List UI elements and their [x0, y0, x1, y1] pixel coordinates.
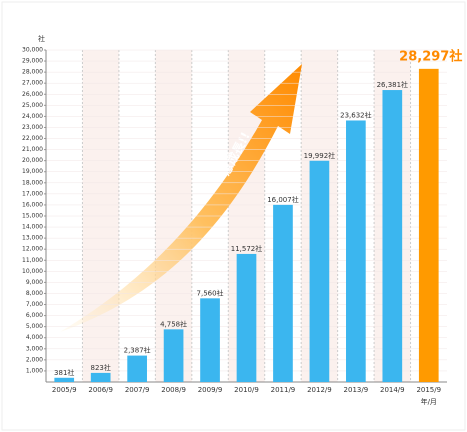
bar [346, 120, 366, 382]
y-tick-label: 5,000 [26, 323, 43, 330]
bar [163, 329, 184, 382]
value-label: 823社 [90, 363, 110, 372]
y-tick-label: 14,000 [22, 224, 43, 231]
y-tick-label: 28,000 [22, 69, 43, 76]
y-tick-label: 27,000 [22, 80, 43, 87]
x-tick-label: 2005/9 [52, 386, 77, 394]
value-label: 23,632社 [340, 110, 372, 119]
y-tick-label: 25,000 [22, 102, 43, 109]
value-label: 11,572社 [231, 244, 263, 253]
bar [90, 372, 111, 382]
x-tick-label: 2010/9 [234, 386, 259, 394]
x-tick-label: 2012/9 [307, 386, 332, 394]
y-tick-label: 3,000 [26, 345, 43, 352]
bar [418, 68, 439, 383]
y-tick-label: 12,000 [22, 246, 43, 253]
bar [127, 355, 147, 382]
x-tick-label: 2006/9 [88, 386, 113, 394]
growth-arrow [60, 64, 302, 332]
y-tick-label: 17,000 [22, 190, 43, 197]
y-tick-label: 26,000 [22, 91, 43, 98]
bar [200, 298, 220, 382]
x-tick-label: 2015/9 [416, 386, 441, 394]
value-label: 19,992社 [304, 151, 336, 160]
y-unit: 社 [38, 34, 45, 43]
value-label: 28,297社 [399, 48, 462, 64]
y-tick-label: 2,000 [26, 356, 43, 363]
bar [273, 204, 293, 382]
value-label: 381社 [54, 368, 74, 377]
y-tick-label: 21,000 [22, 146, 43, 153]
x-unit: 年/月 [421, 397, 437, 406]
bar [236, 253, 257, 382]
x-tick-label: 2014/9 [380, 386, 405, 394]
x-tick-label: 2009/9 [198, 386, 223, 394]
y-tick-label: 7,000 [26, 301, 43, 308]
y-tick-label: 22,000 [22, 135, 43, 142]
x-tick-label: 2011/9 [271, 386, 296, 394]
y-tick-label: 9,000 [26, 279, 43, 286]
y-tick-label: 30,000 [22, 47, 43, 54]
bar [309, 160, 330, 382]
bar [382, 90, 403, 383]
y-tick-label: 23,000 [22, 124, 43, 131]
y-tick-label: 29,000 [22, 58, 43, 65]
x-tick-label: 2013/9 [344, 386, 369, 394]
y-tick-label: 16,000 [22, 201, 43, 208]
y-tick-label: 1,000 [26, 367, 43, 374]
value-label: 4,758社 [160, 319, 187, 328]
y-tick-label: 24,000 [22, 113, 43, 120]
y-tick-label: 11,000 [22, 257, 43, 264]
y-tick-label: 18,000 [22, 179, 43, 186]
bar [54, 377, 75, 382]
value-label: 26,381社 [377, 80, 409, 89]
y-tick-label: 6,000 [26, 312, 43, 319]
y-tick-label: 10,000 [22, 268, 43, 275]
y-tick-label: 15,000 [22, 213, 43, 220]
y-tick-label: 8,000 [26, 290, 43, 297]
y-tick-label: 4,000 [26, 334, 43, 341]
value-label: 7,560社 [197, 288, 224, 297]
value-label: 2,387社 [124, 346, 151, 355]
value-label: 16,007社 [267, 195, 299, 204]
y-tick-label: 20,000 [22, 157, 43, 164]
y-tick-label: 13,000 [22, 235, 43, 242]
x-tick-label: 2007/9 [125, 386, 150, 394]
x-tick-label: 2008/9 [161, 386, 186, 394]
y-tick-label: 19,000 [22, 168, 43, 175]
